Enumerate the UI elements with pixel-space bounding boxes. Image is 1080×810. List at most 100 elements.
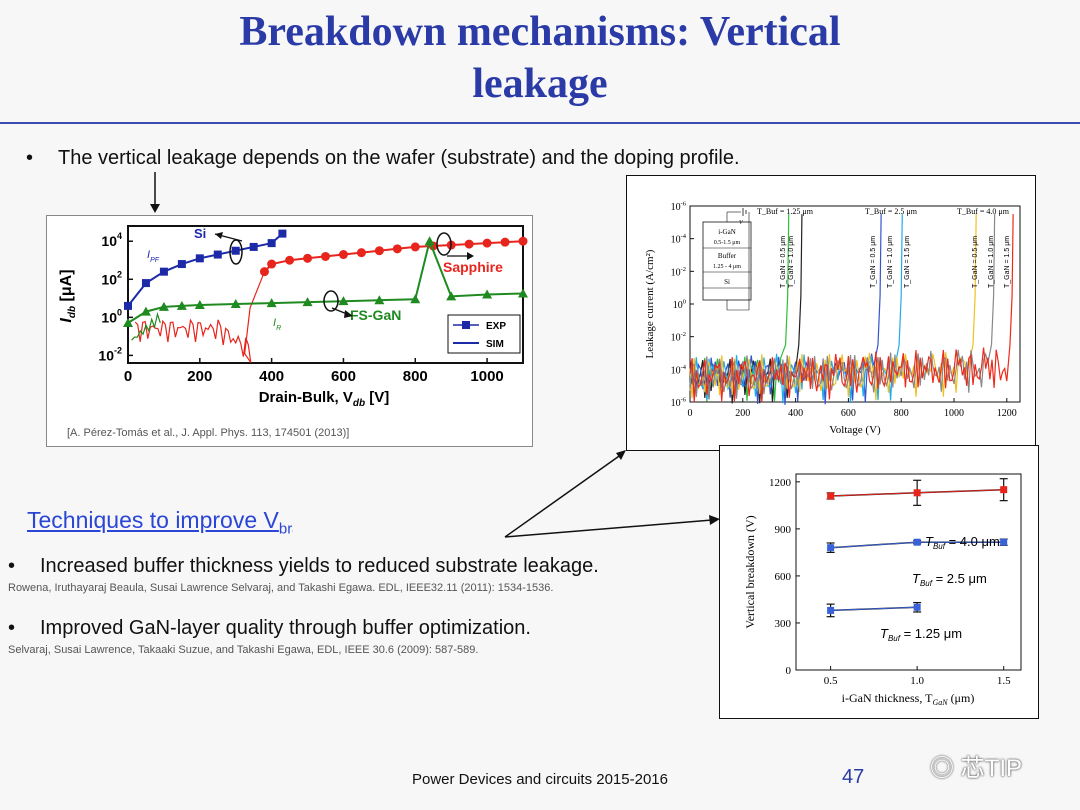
c1-ytick-label-1: 100 <box>101 307 122 325</box>
c2-ytick-label-5: 10-4 <box>671 233 687 246</box>
c1-series-1-line <box>263 240 524 273</box>
c2-g3-c3: T_GaN = 1.5 μm <box>1004 236 1011 288</box>
chart-1-label-si: Si <box>194 226 206 241</box>
c2-series-3 <box>689 214 903 404</box>
c3-l2-t: T <box>912 571 921 586</box>
c1-series-0-line <box>127 232 284 307</box>
title-line-2: leakage <box>472 61 608 107</box>
reference-1: Rowena, Iruthayaraj Beaula, Susai Lawren… <box>8 582 554 594</box>
c2-ytick-label-4: 10-2 <box>671 266 686 279</box>
c3-series-2-point-0 <box>827 606 835 614</box>
inset-igan-thk: 0.5-1.5 μm <box>714 240 741 246</box>
inset-buffer-thk: 1.25 - 4 μm <box>713 264 741 270</box>
c1-xlabel-sub: db <box>353 398 365 409</box>
slide-title: Breakdown mechanisms: Vertical leakage <box>0 6 1080 110</box>
c2-xtick-label-5: 1000 <box>944 408 964 419</box>
c1-series-1-point-13 <box>482 238 492 248</box>
footer-text: Power Devices and circuits 2015-2016 <box>412 771 668 788</box>
c3-l1-val: = 1.25 μm <box>900 626 962 641</box>
c1-series-2-point-13 <box>482 289 493 299</box>
bullet-arrow <box>150 172 160 213</box>
c3-l4-val: = 4.0 μm <box>945 534 1000 549</box>
c1-series-2-point-12 <box>446 291 457 301</box>
c2-xtick-label-3: 600 <box>841 408 856 419</box>
c1-series-1-point-9 <box>410 242 420 252</box>
watermark: ◎ 芯TIP <box>930 748 1022 783</box>
legend-exp-label: EXP <box>486 321 506 332</box>
c3-series-2-color <box>830 606 918 611</box>
chart-1-label-sapphire: Sapphire <box>443 259 503 275</box>
c2-series-6 <box>689 214 1014 403</box>
c1-series-0-point-8 <box>267 239 276 248</box>
c3-ytick-label-0: 0 <box>786 665 792 677</box>
c1-ylabel-unit: [μA] <box>58 269 75 305</box>
title-divider <box>0 122 1080 124</box>
c3-series-0-point-2 <box>1000 486 1008 494</box>
c1-series-1-point-15 <box>518 236 528 246</box>
chart-3-xlabel: i-GaN thickness, TGaN (μm) <box>842 691 975 707</box>
c1-series-2-point-3 <box>176 300 187 310</box>
legend-sim-label: SIM <box>486 339 504 350</box>
c1-noise-sapphire <box>134 271 266 363</box>
c1-series-2-point-8 <box>338 296 349 306</box>
c1-series-1-point-14 <box>500 237 510 247</box>
c1-ytick-label-3: 104 <box>101 231 122 249</box>
chart-1-panel: 0 200 400 600 800 1000 10-2 100 102 104 Si IPF Sa… <box>46 215 533 447</box>
c2-ytick-label-3: 100 <box>673 299 686 312</box>
chart-2-ylabel: Leakage current (A/cm²) <box>644 249 656 358</box>
chart-1-legend <box>447 314 521 354</box>
c2-ytick-label-1: 10-4 <box>671 364 687 377</box>
chart-1-label-fsgan: FS-GaN <box>350 307 401 323</box>
c2-xtick-label-6: 1200 <box>997 408 1017 419</box>
chart-2-xlabel: Voltage (V) <box>829 424 881 436</box>
c1-series-0-point-1 <box>141 279 150 288</box>
c3-ytick-label-3: 900 <box>775 524 792 536</box>
c1-xtick-label-0: 0 <box>124 368 132 385</box>
c1-series-2-point-4 <box>194 299 205 309</box>
fsgan-ellipse <box>323 290 339 312</box>
title-line-1: Breakdown mechanisms: Vertical <box>239 9 841 55</box>
c3-xtick-label-2: 1.5 <box>997 675 1011 687</box>
bullet-1-text: Increased buffer thickness yields to red… <box>40 555 599 577</box>
c1-xlabel-main: Drain-Bulk, V <box>259 389 353 406</box>
c1-series-0-point-4 <box>195 254 204 263</box>
c1-xtick-label-4: 800 <box>403 368 428 385</box>
c3-xlabel-sub: GaN <box>932 698 948 707</box>
techniques-link[interactable]: Techniques to improve Vbr <box>27 507 292 538</box>
chart-3-ylabel: Vertical breakdown (V) <box>743 515 757 628</box>
c1-series-2-point-14 <box>518 288 528 298</box>
inset-si: Si <box>724 278 730 286</box>
watermark-text: 芯TIP <box>960 755 1023 782</box>
c2-g2-c3: T_GaN = 1.5 μm <box>904 236 911 288</box>
c1-ylabel-sub: db <box>67 306 78 318</box>
chart-2-panel: 0 200 400 600 800 1000 1200 10-6 10-4 10-2 100 10-2… <box>626 175 1036 451</box>
c1-series-2-point-11 <box>424 236 435 246</box>
c3-label-4: TBuf = 4.0 μm <box>925 534 1000 551</box>
c1-series-2-point-9 <box>374 295 385 305</box>
bullet-dot: • <box>26 147 34 169</box>
c3-label-1: TBuf = 1.25 μm <box>880 626 962 643</box>
c1-series-1-point-12 <box>464 239 474 249</box>
c1-series-2-point-10 <box>410 294 421 304</box>
c1-series-0-point-2 <box>159 267 168 276</box>
ipf-main: I <box>147 249 150 261</box>
techniques-link-sub: br <box>278 520 293 538</box>
inset-buffer: Buffer <box>718 252 737 260</box>
c3-xtick-label-1: 1.0 <box>910 675 924 687</box>
c3-series-1-point-0 <box>827 544 835 552</box>
bullet-dot: • <box>8 555 16 577</box>
c3-series-0-point-0 <box>827 492 835 500</box>
wechat-icon: ◎ <box>930 755 954 782</box>
c1-series-0-point-7 <box>249 242 258 251</box>
c3-l2-sub: Buf <box>920 579 933 588</box>
ir-sub: R <box>276 325 281 332</box>
c1-series-2-point-5 <box>230 299 241 309</box>
c1-series-1-point-3 <box>303 253 313 263</box>
chart-1-label-ir: IR <box>273 317 281 332</box>
c1-series-1-point-0 <box>259 267 269 277</box>
c1-series-1-point-1 <box>267 259 277 269</box>
inset-igan: i-GaN <box>718 228 736 236</box>
c2-g2-c2: T_GaN = 1.0 μm <box>887 236 894 288</box>
c2-g2-c1: T_GaN = 0.5 μm <box>870 236 877 288</box>
